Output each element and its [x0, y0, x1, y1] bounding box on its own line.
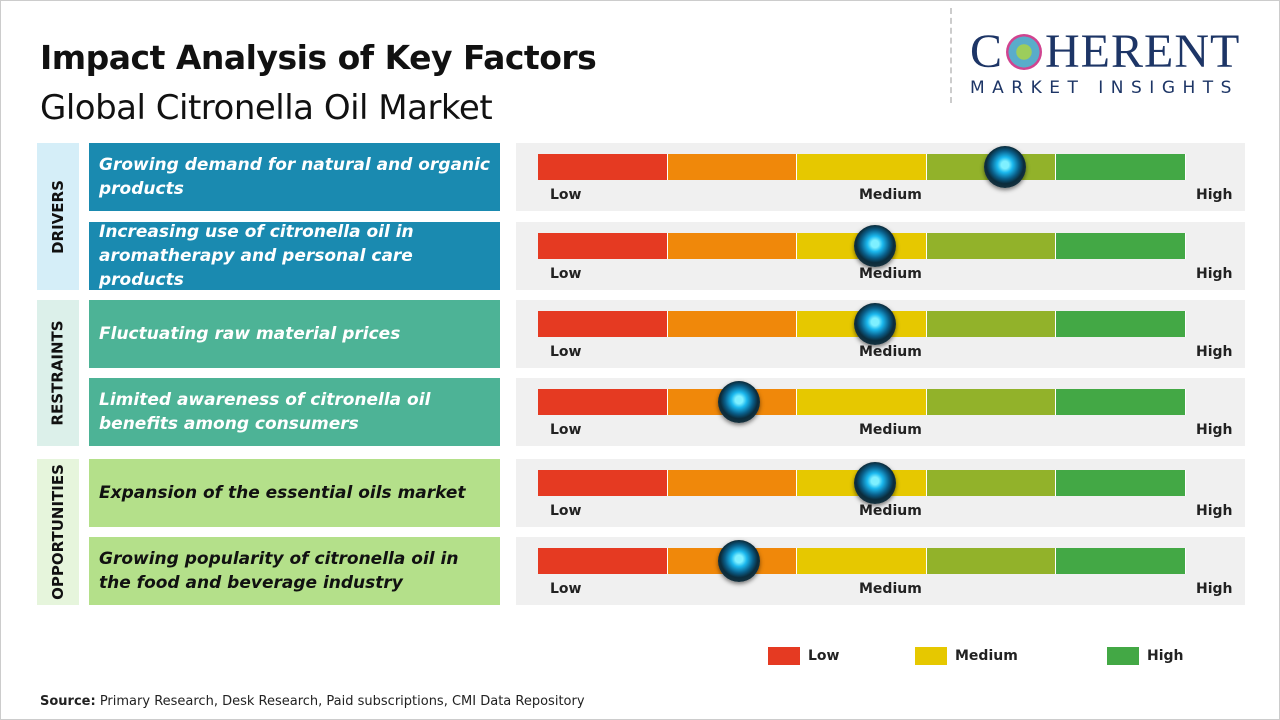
category-name: DRIVERS [49, 179, 68, 254]
gauge-segment [538, 548, 668, 574]
scale-label: Low [550, 503, 582, 519]
logo-tagline: MARKET INSIGHTS [970, 78, 1239, 98]
impact-marker [853, 462, 896, 504]
scale-label: Low [550, 187, 582, 203]
factor-label: Fluctuating raw material prices [89, 300, 500, 368]
impact-marker [717, 540, 760, 582]
gauge-segment [667, 311, 798, 337]
scale-label: High [1196, 187, 1233, 203]
gauge-segment [538, 470, 668, 496]
factor-label: Limited awareness of citronella oil bene… [89, 378, 500, 446]
gauge-segment [1056, 233, 1186, 259]
impact-gauge: Low Medium High [516, 222, 1245, 290]
legend-item: Medium [915, 647, 1018, 665]
scale-label: Low [550, 344, 582, 360]
gauge-segment [538, 154, 668, 180]
gauge-segment [926, 233, 1057, 259]
category-label: RESTRAINTS [37, 300, 79, 446]
impact-marker [853, 225, 896, 267]
gauge-segment [1056, 389, 1186, 415]
factor-label: Growing demand for natural and organic p… [89, 143, 500, 211]
gauge-segment [1056, 470, 1186, 496]
legend-swatch [1107, 647, 1139, 665]
impact-gauge: Low Medium High [516, 300, 1245, 368]
gauge-bar [538, 548, 1186, 574]
legend-label: High [1147, 648, 1184, 664]
category-label: OPPORTUNITIES [37, 459, 79, 605]
gauge-segment [926, 389, 1057, 415]
factor-label: Increasing use of citronella oil in arom… [89, 222, 500, 290]
impact-marker [853, 303, 896, 345]
divider [950, 8, 952, 103]
impact-gauge: Low Medium High [516, 378, 1245, 446]
gauge-segment [797, 154, 927, 180]
source-text: Primary Research, Desk Research, Paid su… [95, 694, 585, 709]
category-label: DRIVERS [37, 143, 79, 290]
scale-label: Low [550, 422, 582, 438]
legend-item: Low [768, 647, 839, 665]
source-label: Source: [40, 694, 96, 709]
gauge-bar [538, 389, 1186, 415]
scale-label: High [1196, 344, 1233, 360]
legend-swatch [768, 647, 800, 665]
logo: C HERENT MARKET INSIGHTS [970, 28, 1260, 99]
gauge-bar [538, 470, 1186, 496]
impact-marker [983, 146, 1026, 188]
gauge-segment [667, 154, 798, 180]
scale-label: Medium [859, 266, 922, 282]
impact-marker [717, 381, 760, 423]
factor-label: Expansion of the essential oils market [89, 459, 500, 527]
gauge-segment [1056, 154, 1186, 180]
legend-item: High [1107, 647, 1184, 665]
page-title: Impact Analysis of Key Factors [40, 38, 597, 77]
scale-label: Low [550, 581, 582, 597]
scale-label: High [1196, 581, 1233, 597]
scale-label: Medium [859, 344, 922, 360]
gauge-bar [538, 154, 1186, 180]
gauge-segment [926, 548, 1057, 574]
legend-label: Medium [955, 648, 1018, 664]
gauge-segment [538, 233, 668, 259]
scale-label: High [1196, 266, 1233, 282]
gauge-segment [667, 233, 798, 259]
gauge-segment [667, 470, 798, 496]
scale-label: High [1196, 422, 1233, 438]
gauge-segment [797, 548, 927, 574]
gauge-segment [926, 470, 1057, 496]
legend-swatch [915, 647, 947, 665]
gauge-segment [538, 311, 668, 337]
impact-gauge: Low Medium High [516, 143, 1245, 211]
gauge-bar [538, 233, 1186, 259]
legend-label: Low [808, 648, 840, 664]
category-name: OPPORTUNITIES [49, 464, 67, 600]
globe-icon [1006, 34, 1043, 70]
page-subtitle: Global Citronella Oil Market [40, 88, 493, 128]
source-note: Source: Primary Research, Desk Research,… [40, 694, 585, 709]
scale-label: High [1196, 503, 1233, 519]
scale-label: Low [550, 266, 582, 282]
gauge-segment [926, 311, 1057, 337]
gauge-segment [797, 389, 927, 415]
scale-label: Medium [859, 581, 922, 597]
impact-gauge: Low Medium High [516, 537, 1245, 605]
gauge-bar [538, 311, 1186, 337]
gauge-segment [1056, 548, 1186, 574]
category-name: RESTRAINTS [49, 320, 68, 426]
scale-label: Medium [859, 187, 922, 203]
gauge-segment [538, 389, 668, 415]
impact-gauge: Low Medium High [516, 459, 1245, 527]
scale-label: Medium [859, 503, 922, 519]
scale-label: Medium [859, 422, 922, 438]
factor-label: Growing popularity of citronella oil in … [89, 537, 500, 605]
gauge-segment [1056, 311, 1186, 337]
